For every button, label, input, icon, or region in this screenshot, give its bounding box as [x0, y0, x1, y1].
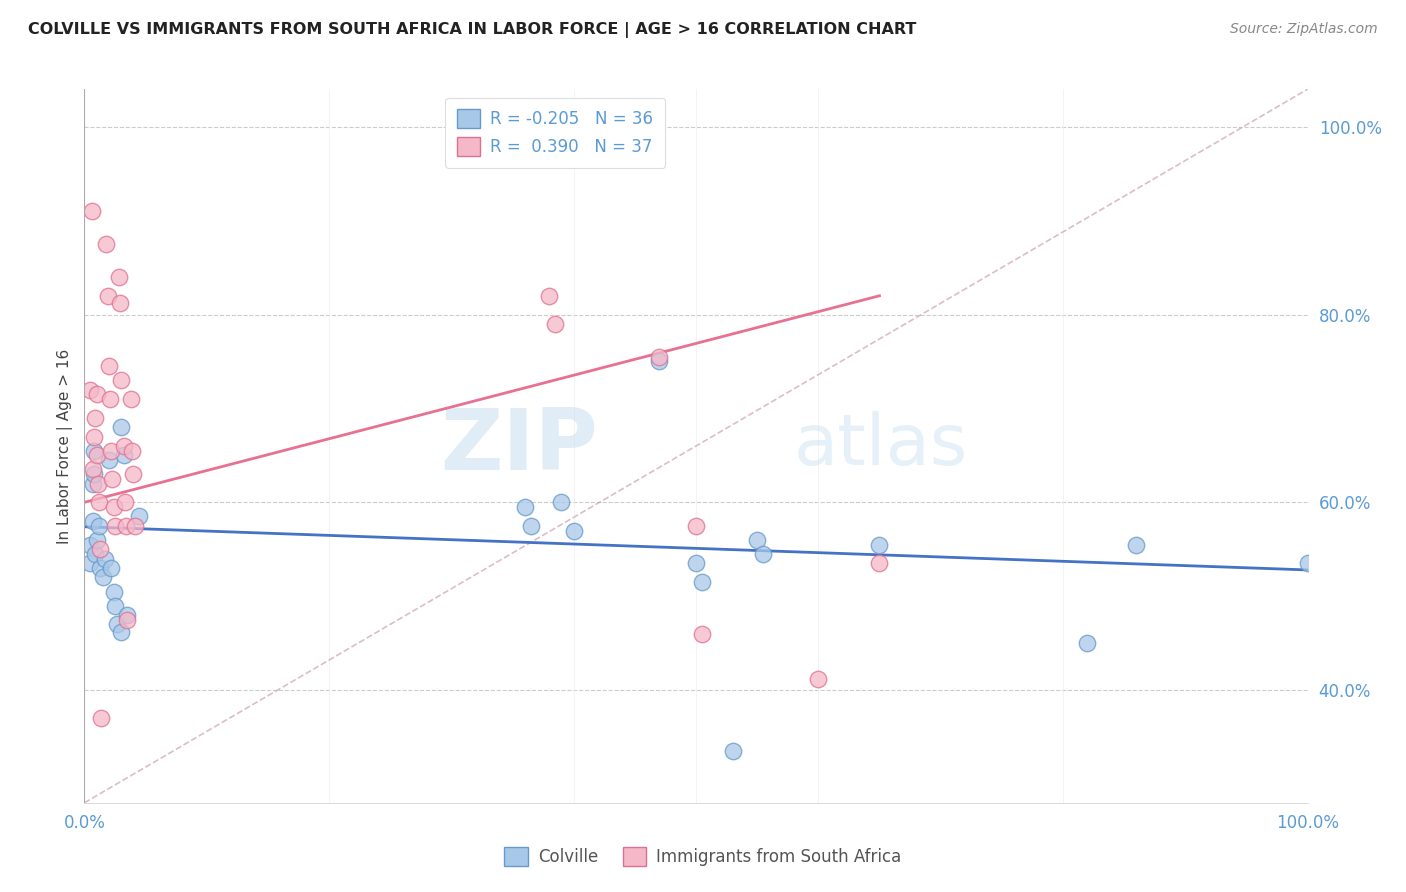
Point	[538, 289, 561, 303]
Point	[98, 392, 121, 406]
Point	[121, 443, 143, 458]
Point	[1125, 538, 1147, 552]
Point	[83, 467, 105, 482]
Point	[97, 453, 120, 467]
Point	[685, 518, 707, 533]
Text: COLVILLE VS IMMIGRANTS FROM SOUTH AFRICA IN LABOR FORCE | AGE > 16 CORRELATION C: COLVILLE VS IMMIGRANTS FROM SOUTH AFRICA…	[28, 22, 917, 38]
Point	[86, 449, 108, 463]
Point	[86, 387, 108, 401]
Point	[87, 518, 110, 533]
Point	[83, 429, 105, 443]
Legend: R = -0.205   N = 36, R =  0.390   N = 37: R = -0.205 N = 36, R = 0.390 N = 37	[446, 97, 665, 168]
Point	[114, 495, 136, 509]
Point	[86, 533, 108, 547]
Point	[120, 392, 142, 406]
Point	[690, 627, 713, 641]
Point	[79, 538, 101, 552]
Text: atlas: atlas	[794, 411, 969, 481]
Point	[115, 607, 138, 622]
Point	[90, 711, 112, 725]
Point	[79, 557, 101, 571]
Point	[544, 317, 567, 331]
Point	[110, 420, 132, 434]
Point	[110, 624, 132, 639]
Point	[96, 237, 118, 252]
Point	[91, 570, 114, 584]
Point	[100, 561, 122, 575]
Point	[97, 359, 120, 374]
Point	[648, 350, 671, 364]
Point	[807, 672, 830, 686]
Point	[869, 557, 891, 571]
Point	[104, 518, 127, 533]
Point	[648, 354, 671, 368]
Point	[112, 449, 135, 463]
Legend: Colville, Immigrants from South Africa: Colville, Immigrants from South Africa	[496, 838, 910, 875]
Point	[100, 443, 122, 458]
Point	[721, 744, 744, 758]
Point	[112, 439, 135, 453]
Point	[562, 524, 585, 538]
Point	[513, 500, 536, 514]
Point	[107, 270, 129, 285]
Point	[690, 575, 713, 590]
Point	[122, 467, 145, 482]
Point	[124, 518, 146, 533]
Point	[104, 599, 127, 613]
Point	[87, 495, 110, 509]
Text: Source: ZipAtlas.com: Source: ZipAtlas.com	[1230, 22, 1378, 37]
Point	[128, 509, 150, 524]
Point	[520, 518, 543, 533]
Point	[550, 495, 572, 509]
Point	[79, 383, 101, 397]
Point	[685, 557, 707, 571]
Point	[1076, 636, 1098, 650]
Y-axis label: In Labor Force | Age > 16: In Labor Force | Age > 16	[58, 349, 73, 543]
Point	[103, 500, 125, 514]
Point	[80, 204, 103, 219]
Point	[747, 533, 769, 547]
Point	[103, 584, 125, 599]
Point	[97, 289, 120, 303]
Point	[87, 476, 110, 491]
Point	[89, 561, 111, 575]
Point	[869, 538, 891, 552]
Point	[82, 462, 104, 476]
Text: ZIP: ZIP	[440, 404, 598, 488]
Point	[83, 443, 105, 458]
Point	[115, 613, 138, 627]
Point	[84, 547, 107, 561]
Point	[101, 472, 124, 486]
Point	[110, 373, 132, 387]
Point	[82, 514, 104, 528]
Point	[89, 542, 111, 557]
Point	[84, 410, 107, 425]
Point	[752, 547, 775, 561]
Point	[108, 296, 131, 310]
Point	[94, 551, 117, 566]
Point	[82, 476, 104, 491]
Point	[1296, 557, 1319, 571]
Point	[105, 617, 128, 632]
Point	[115, 518, 138, 533]
